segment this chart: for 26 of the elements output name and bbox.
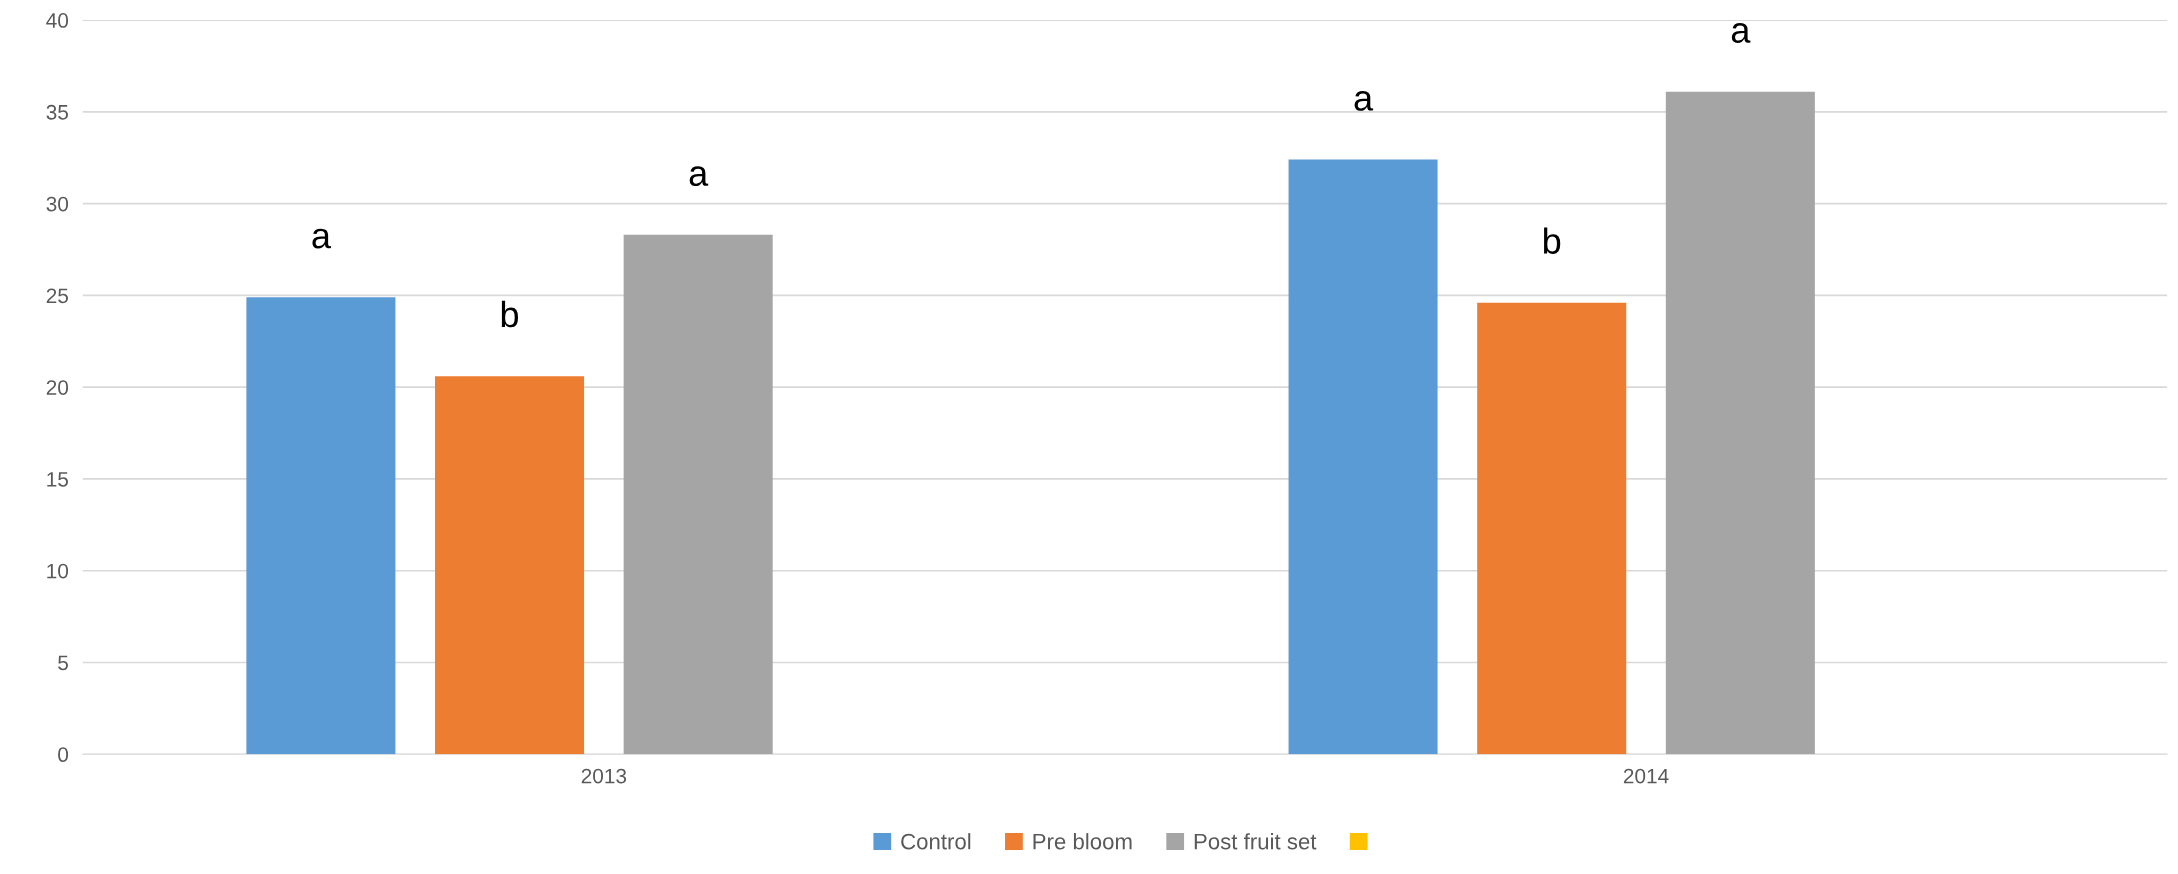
bar <box>623 234 773 755</box>
x-tick-label: 2014 <box>1623 768 1669 784</box>
x-tick-label: 2013 <box>581 768 627 784</box>
legend-label: Control <box>901 833 971 850</box>
y-tick-label: 10 <box>47 563 69 579</box>
bar <box>1288 159 1438 755</box>
y-tick-label: 5 <box>58 655 68 671</box>
bar <box>435 376 585 755</box>
y-tick-label: 35 <box>46 104 68 120</box>
bar <box>1665 91 1815 755</box>
annotation: a <box>312 228 331 249</box>
y-tick-label: 0 <box>58 747 69 763</box>
y-tick-label: 30 <box>46 196 69 212</box>
legend-label: Pre bloom <box>1033 833 1132 850</box>
y-tick-label: 25 <box>46 288 68 304</box>
bar <box>246 297 396 755</box>
annotation: b <box>501 300 519 328</box>
y-tick-label: 15 <box>47 472 68 487</box>
y-tick-label: 40 <box>46 13 69 28</box>
legend-label: Post fruit set <box>1194 833 1317 850</box>
annotation: a <box>1354 91 1374 111</box>
bar <box>1477 302 1627 755</box>
annotation: a <box>689 166 709 187</box>
y-tick-label: 20 <box>46 380 69 395</box>
annotation: b <box>1544 227 1561 254</box>
annotation: a <box>1731 23 1751 43</box>
